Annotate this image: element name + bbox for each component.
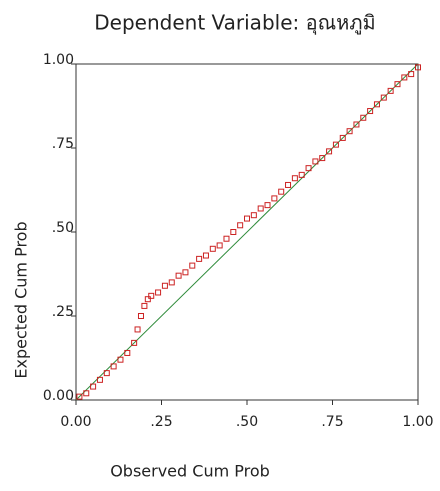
point [224,236,229,241]
point [279,189,284,194]
point [176,273,181,278]
point [217,243,222,248]
point [258,206,263,211]
point [145,297,150,302]
point [190,263,195,268]
point [265,203,270,208]
point [142,303,147,308]
y-tick-label: 0.00 [43,388,74,404]
point [138,314,143,319]
point [162,283,167,288]
point [156,290,161,295]
point [292,176,297,181]
x-tick-label: .50 [236,414,258,430]
point [197,256,202,261]
x-tick-label: .75 [321,414,343,430]
x-tick-label: 0.00 [60,414,91,430]
point [231,230,236,235]
point [210,246,215,251]
y-tick-label: 1.00 [43,52,74,68]
point [149,293,154,298]
chart-title: Dependent Variable: อุณหภูมิ [94,11,375,36]
y-axis-title: Expected Cum Prob [12,221,31,378]
y-tick-label: .50 [52,220,74,236]
point [286,182,291,187]
point [135,327,140,332]
point [183,270,188,275]
point [272,196,277,201]
y-tick-label: .25 [52,304,74,320]
x-tick-label: 1.00 [402,414,433,430]
point [238,223,243,228]
point [245,216,250,221]
point [169,280,174,285]
point [251,213,256,218]
reference-line [76,64,418,400]
chart: Dependent Variable: อุณหภูมิ Observed Cu… [0,0,440,491]
point [203,253,208,258]
x-tick-label: .25 [150,414,172,430]
y-tick-label: .75 [52,136,74,152]
x-axis-title: Observed Cum Prob [110,462,270,481]
